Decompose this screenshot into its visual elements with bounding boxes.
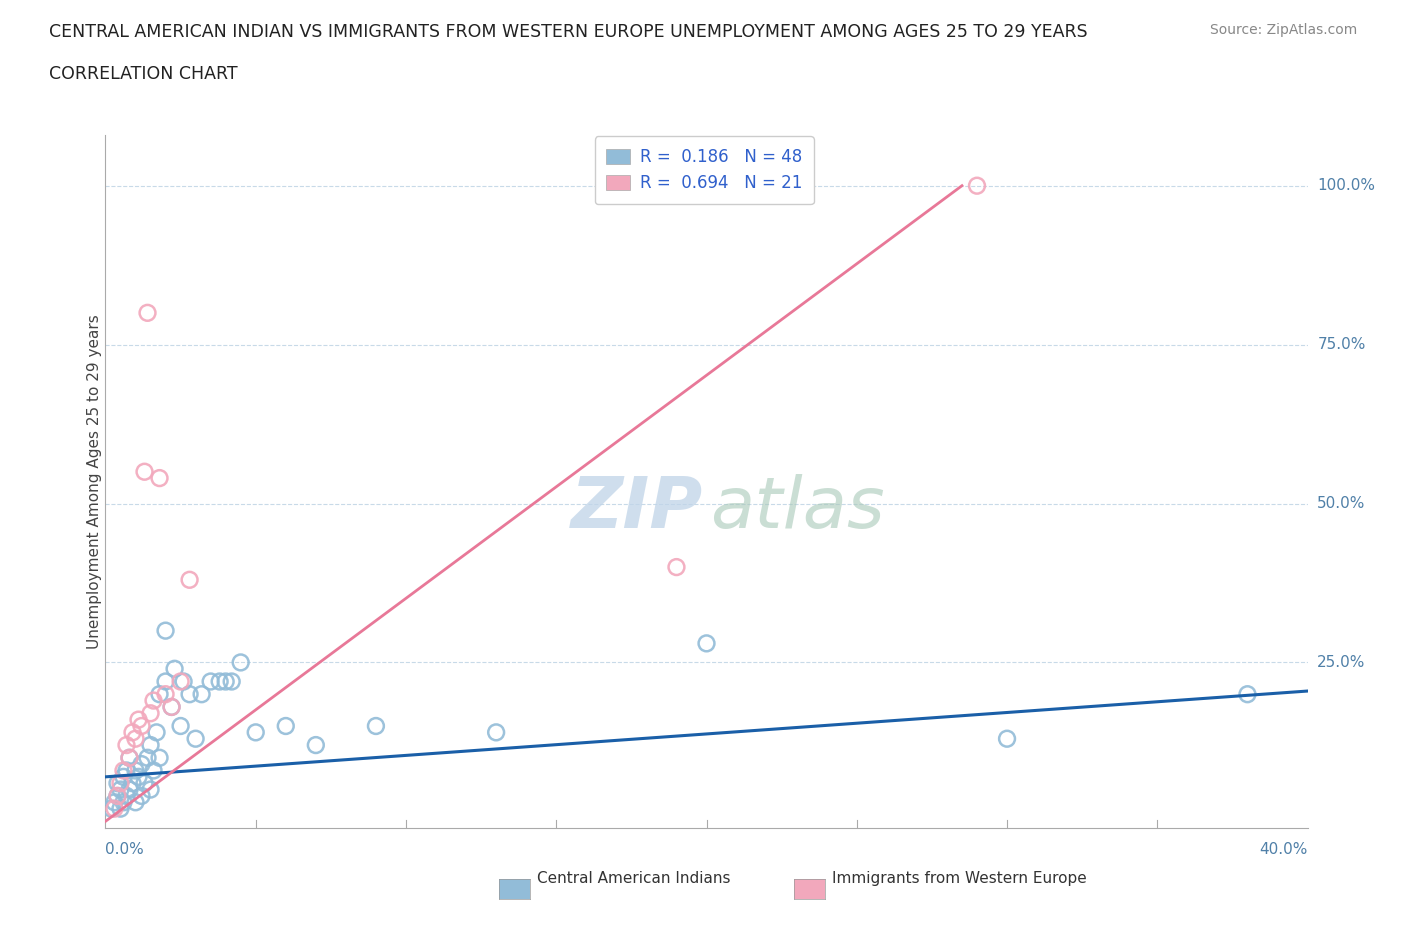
Point <box>121 776 143 790</box>
Point <box>112 795 135 810</box>
Point <box>155 623 177 638</box>
Point <box>221 674 243 689</box>
Point <box>485 724 508 739</box>
Point <box>103 795 125 810</box>
Point <box>148 751 170 765</box>
Point <box>148 686 170 701</box>
Text: Source: ZipAtlas.com: Source: ZipAtlas.com <box>1209 23 1357 37</box>
Point <box>995 731 1018 746</box>
Point <box>142 693 165 708</box>
Point <box>131 789 153 804</box>
Point <box>110 776 132 790</box>
Point <box>118 751 141 765</box>
Point <box>103 801 125 816</box>
Text: 40.0%: 40.0% <box>1260 842 1308 857</box>
Point <box>118 751 141 765</box>
Point <box>107 789 129 804</box>
Point <box>131 757 153 772</box>
Point <box>214 674 236 689</box>
Point <box>966 179 988 193</box>
Point <box>110 782 132 797</box>
Point <box>155 674 177 689</box>
Point <box>124 795 146 810</box>
Point <box>134 776 156 790</box>
Point <box>163 661 186 676</box>
Point <box>1236 686 1258 701</box>
Point <box>245 724 267 739</box>
Point <box>142 763 165 777</box>
Point <box>148 471 170 485</box>
Text: 100.0%: 100.0% <box>1317 179 1375 193</box>
Text: ZIP: ZIP <box>571 474 703 543</box>
Point <box>145 724 167 739</box>
Point <box>136 751 159 765</box>
Point <box>155 686 177 701</box>
Point <box>190 686 212 701</box>
Point <box>128 712 150 727</box>
Legend: R =  0.186   N = 48, R =  0.694   N = 21: R = 0.186 N = 48, R = 0.694 N = 21 <box>595 137 814 204</box>
Point <box>112 769 135 784</box>
Text: 0.0%: 0.0% <box>105 842 145 857</box>
Point <box>200 674 222 689</box>
Point <box>184 731 207 746</box>
Point <box>131 719 153 734</box>
Text: CORRELATION CHART: CORRELATION CHART <box>49 65 238 83</box>
Point <box>139 737 162 752</box>
Point <box>115 737 138 752</box>
Point <box>139 782 162 797</box>
Point <box>118 782 141 797</box>
Point <box>179 686 201 701</box>
Point <box>107 776 129 790</box>
Text: 50.0%: 50.0% <box>1317 496 1365 511</box>
Point <box>179 572 201 587</box>
Point <box>124 763 146 777</box>
Text: atlas: atlas <box>710 474 884 543</box>
Text: 25.0%: 25.0% <box>1317 655 1365 670</box>
Point <box>229 655 252 670</box>
Point <box>160 699 183 714</box>
Point <box>208 674 231 689</box>
Text: CENTRAL AMERICAN INDIAN VS IMMIGRANTS FROM WESTERN EUROPE UNEMPLOYMENT AMONG AGE: CENTRAL AMERICAN INDIAN VS IMMIGRANTS FR… <box>49 23 1088 41</box>
Point <box>274 719 297 734</box>
Point <box>305 737 328 752</box>
Point <box>665 560 688 575</box>
Point <box>128 769 150 784</box>
Point <box>364 719 387 734</box>
Point <box>110 801 132 816</box>
Point <box>107 789 129 804</box>
Point <box>124 731 146 746</box>
Point <box>139 706 162 721</box>
Text: Immigrants from Western Europe: Immigrants from Western Europe <box>832 871 1087 886</box>
Text: 75.0%: 75.0% <box>1317 337 1365 352</box>
Point <box>169 719 191 734</box>
Point <box>136 305 159 320</box>
Point <box>115 789 138 804</box>
Y-axis label: Unemployment Among Ages 25 to 29 years: Unemployment Among Ages 25 to 29 years <box>87 314 101 648</box>
Point <box>160 699 183 714</box>
Point <box>121 724 143 739</box>
Point <box>696 636 718 651</box>
Point <box>112 763 135 777</box>
Point <box>173 674 195 689</box>
Point <box>100 801 122 816</box>
Point <box>169 674 191 689</box>
Point <box>115 763 138 777</box>
Point <box>134 464 156 479</box>
Text: Central American Indians: Central American Indians <box>537 871 731 886</box>
